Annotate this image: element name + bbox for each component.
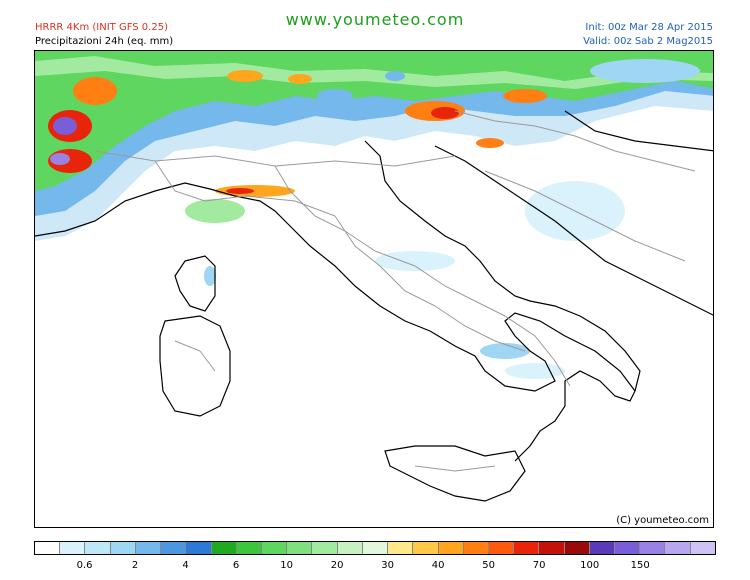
country-border (484, 170, 686, 262)
legend-swatch (337, 542, 363, 554)
precip-cell (590, 59, 700, 83)
precip-core (476, 138, 504, 148)
legend-swatch (615, 542, 641, 554)
legend-swatch (261, 542, 288, 554)
legend-tick-label: 20 (330, 560, 344, 571)
region-border (174, 340, 216, 372)
legend-tick-label: 100 (580, 560, 600, 571)
legend-swatch (640, 542, 666, 554)
legend-swatch (287, 542, 313, 554)
legend-swatch (463, 542, 489, 554)
precip-cell (375, 251, 455, 271)
sicily (384, 445, 526, 502)
legend-tick-label: 150 (630, 560, 650, 571)
legend-tick-label: 50 (482, 560, 496, 571)
legend-swatch (312, 542, 338, 554)
website-title: www.youmeteo.com (285, 10, 465, 29)
legend-swatch (589, 542, 616, 554)
legend-swatch (211, 542, 237, 554)
region-border (154, 160, 336, 217)
precip-core-max (53, 117, 77, 135)
balkan-coast (434, 145, 713, 316)
legend-swatch (514, 542, 540, 554)
legend-tick-label: 40 (431, 560, 445, 571)
legend-swatch (236, 542, 262, 554)
region-borders (94, 110, 696, 472)
country-border (454, 110, 696, 172)
precip-core (227, 70, 263, 82)
precip-cell (505, 363, 565, 379)
legend-tick-label: 30 (381, 560, 394, 571)
region-border (434, 305, 526, 352)
region-border (414, 465, 496, 472)
precip-core (288, 74, 312, 84)
legend-swatch (161, 542, 187, 554)
region-border (504, 315, 571, 387)
precip-cell (204, 266, 216, 286)
legend-swatch (438, 542, 464, 554)
legend-swatch (564, 542, 590, 554)
precip-cell (185, 199, 245, 223)
legend-tick-label: 4 (182, 560, 189, 571)
region-border (374, 250, 506, 317)
coastlines (35, 110, 713, 502)
legend-swatch (690, 542, 715, 554)
legend-swatch (110, 542, 136, 554)
legend-swatch (539, 542, 565, 554)
precip-core (226, 188, 254, 194)
legend-swatch (665, 542, 691, 554)
legend-swatch (186, 542, 212, 554)
precip-core (73, 77, 117, 105)
precip-light-green-band (35, 56, 713, 89)
init-time: Init: 00z Mar 28 Apr 2015 (585, 22, 713, 33)
legend-swatch (388, 542, 414, 554)
model-title: HRRR 4Km (INIT GFS 0.25) (35, 22, 168, 33)
legend-swatch (413, 542, 439, 554)
legend-tick-label: 70 (532, 560, 546, 571)
legend-swatch (362, 542, 389, 554)
precip-core (503, 89, 547, 103)
legend-swatch (488, 542, 515, 554)
italy-east-coast (364, 140, 641, 392)
corsica (174, 255, 216, 312)
precipitation-legend (34, 541, 716, 555)
legend-swatch (60, 542, 86, 554)
legend-tick-label: 0.6 (76, 560, 93, 571)
valid-time: Valid: 00z Sab 2 Mag2015 (583, 36, 713, 47)
copyright-text: (C) youmeteo.com (616, 515, 709, 526)
precip-core-max (50, 153, 70, 165)
product-title: Precipitazioni 24h (eq. mm) (35, 36, 174, 47)
map-canvas: (C) youmeteo.com (35, 51, 713, 526)
region-border (274, 165, 376, 252)
legend-swatch (35, 542, 61, 554)
slovenia-croatia-coast (564, 110, 713, 152)
italy-west-coast (35, 182, 636, 462)
precip-core (215, 185, 295, 197)
precip-cell (385, 71, 405, 81)
precipitation-map: (C) youmeteo.com (34, 50, 714, 528)
precip-cell (480, 343, 530, 359)
precip-core (431, 107, 459, 119)
legend-tick-label: 10 (280, 560, 293, 571)
legend-swatch (135, 542, 162, 554)
legend-tick-label: 6 (232, 560, 240, 571)
legend-swatch (85, 542, 111, 554)
sardinia (159, 315, 231, 417)
region-border (334, 215, 436, 307)
legend-tick-label: 2 (131, 560, 139, 571)
precipitation-field (35, 51, 713, 379)
precip-cell (317, 89, 353, 103)
